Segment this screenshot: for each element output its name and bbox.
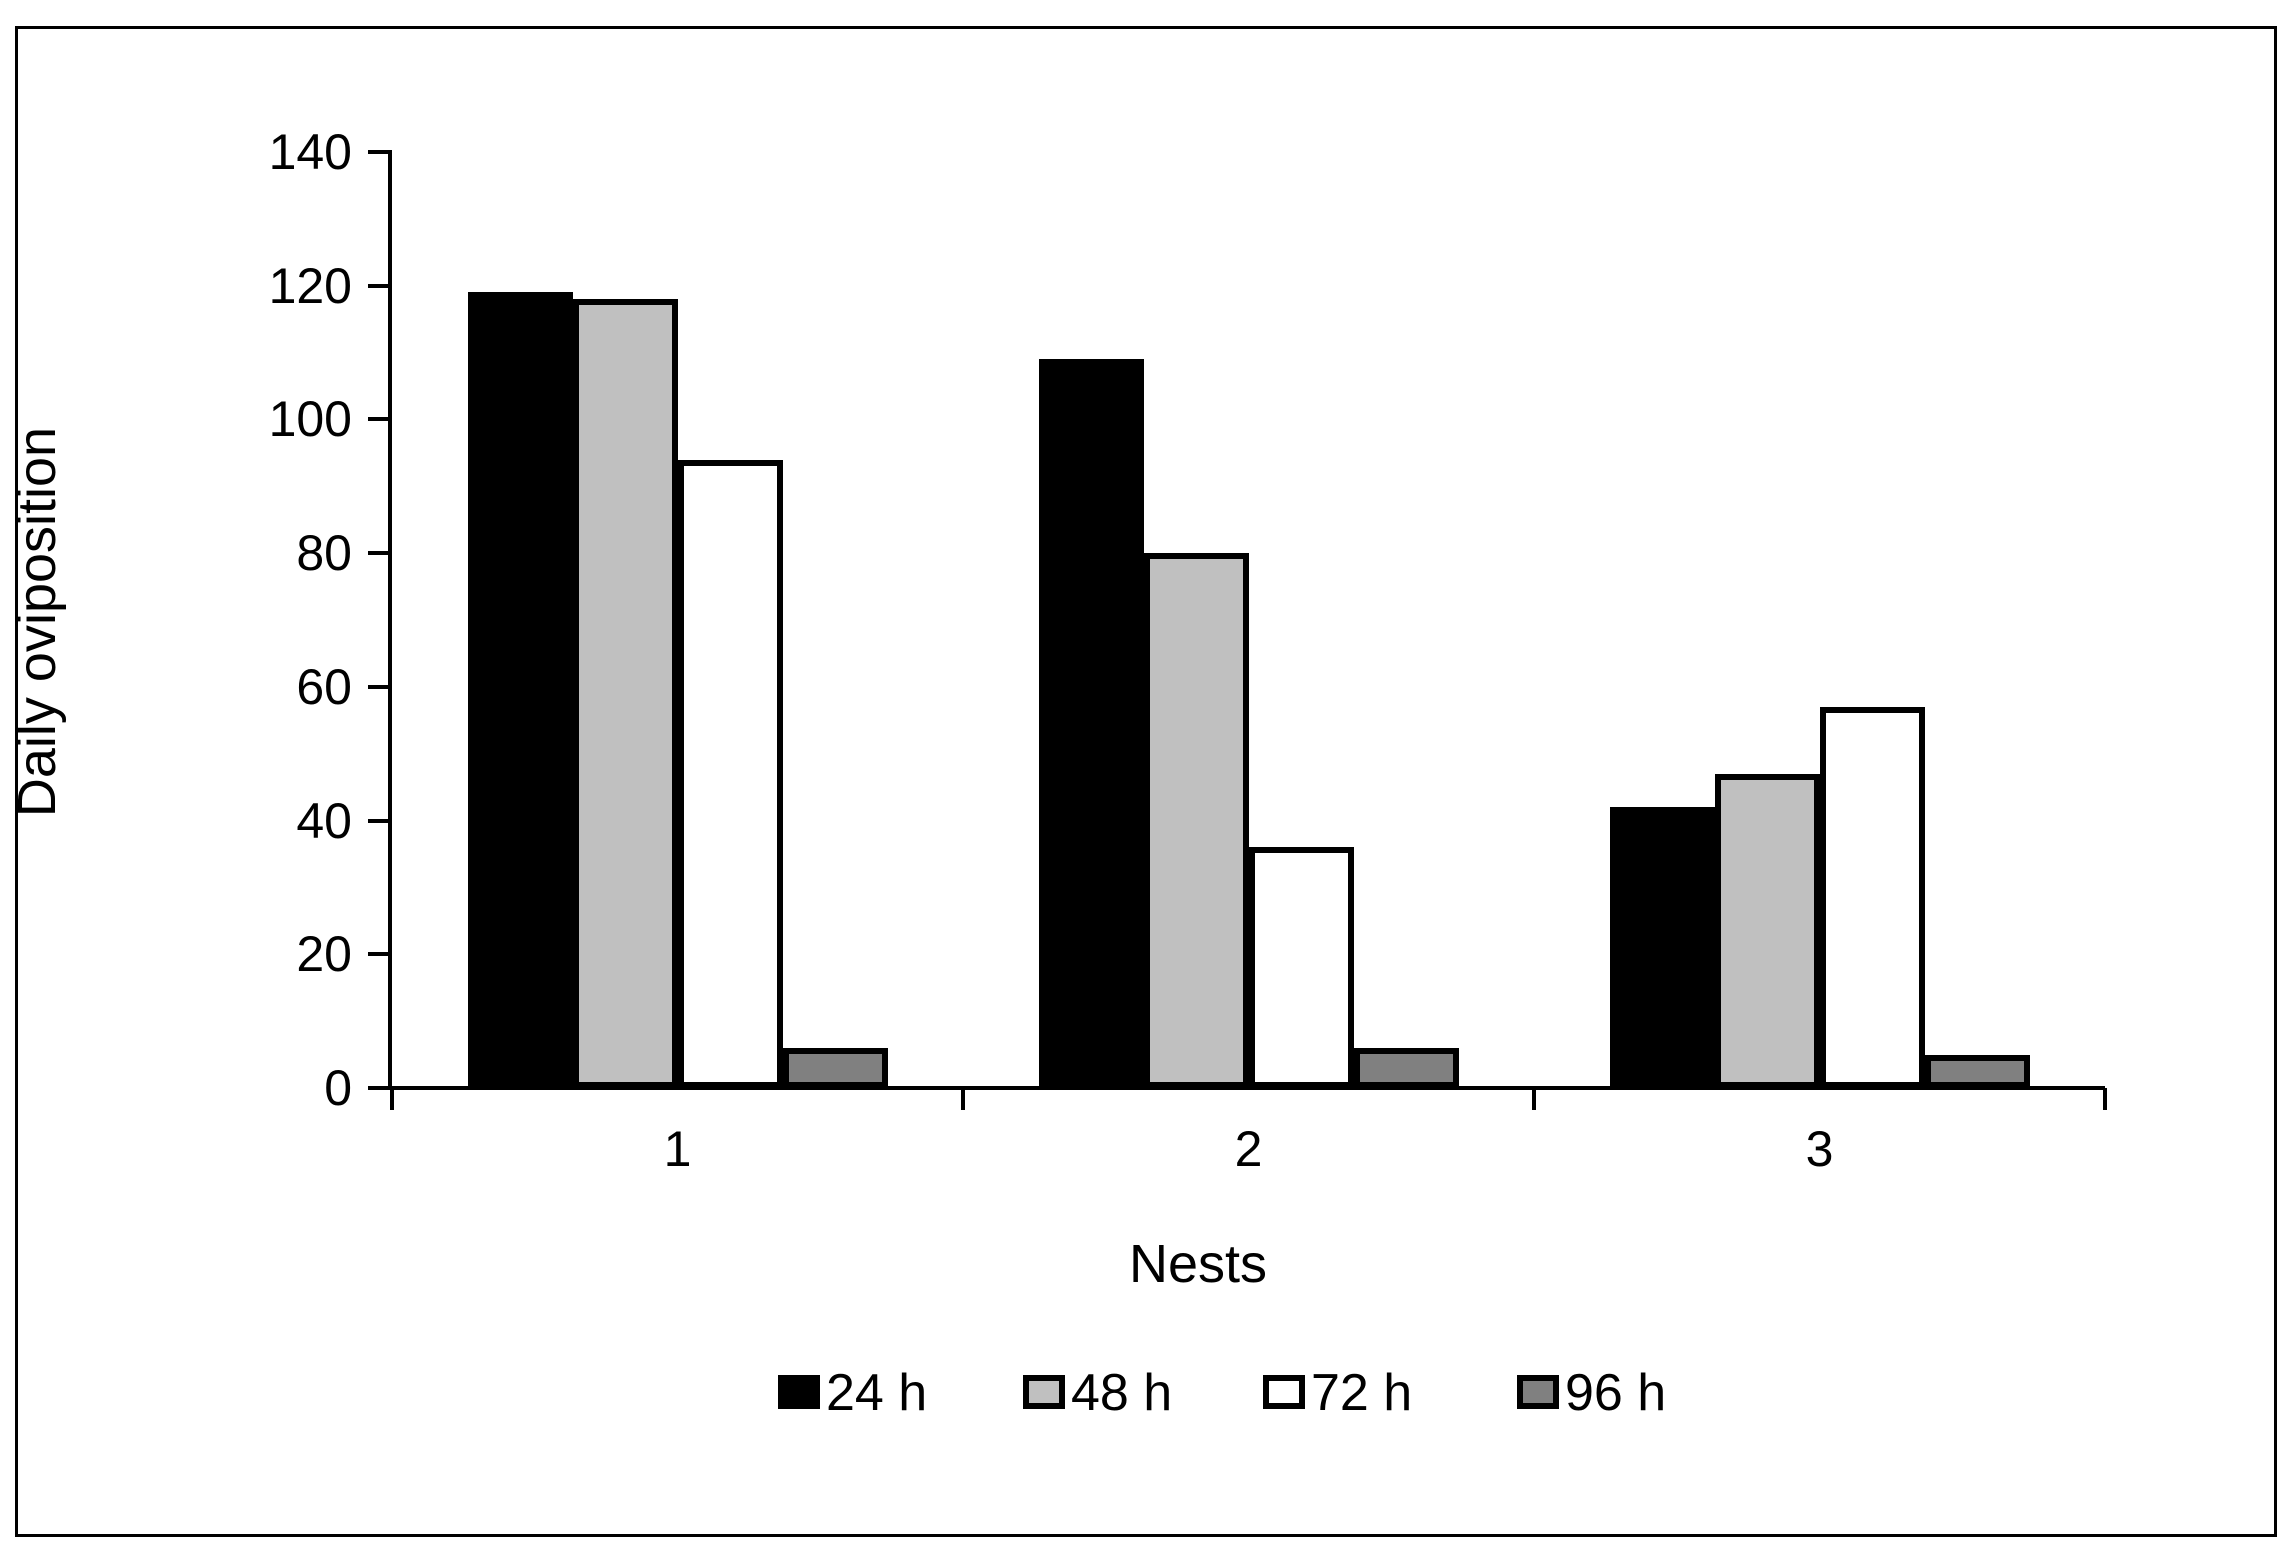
bar-24h-nest-1 xyxy=(467,292,573,1088)
bar-48h-nest-1 xyxy=(572,299,678,1088)
bar-24h-nest-2 xyxy=(1038,359,1144,1088)
y-tick xyxy=(368,283,388,288)
y-tick xyxy=(368,150,388,154)
x-axis-line xyxy=(388,1086,2105,1090)
legend-label: 72 h xyxy=(1311,1364,1413,1422)
y-tick-label: 80 xyxy=(296,525,352,582)
x-tick-label: 3 xyxy=(1805,1121,1834,1177)
x-tick xyxy=(390,1088,394,1110)
bar-48h-nest-3 xyxy=(1714,774,1820,1088)
legend-label: 24 h xyxy=(826,1364,928,1422)
y-tick-label: 100 xyxy=(268,391,352,448)
bar-48h-nest-2 xyxy=(1143,553,1249,1088)
x-tick xyxy=(2103,1088,2107,1110)
bar-72h-nest-2 xyxy=(1248,847,1354,1088)
bar-96h-nest-1 xyxy=(782,1048,888,1088)
y-tick xyxy=(368,1086,388,1090)
y-tick-label: 120 xyxy=(268,257,352,314)
chart-frame xyxy=(15,26,2277,1537)
bar-24h-nest-3 xyxy=(1609,807,1715,1088)
legend-swatch-72h xyxy=(1263,1375,1305,1409)
y-tick-label: 20 xyxy=(296,926,352,983)
bar-72h-nest-3 xyxy=(1819,707,1925,1088)
y-tick xyxy=(368,952,388,957)
legend-swatch-48h xyxy=(1023,1375,1065,1409)
y-tick xyxy=(368,684,388,689)
legend-label: 48 h xyxy=(1071,1364,1173,1422)
x-tick-label: 1 xyxy=(663,1121,692,1177)
x-tick-label: 2 xyxy=(1234,1121,1263,1177)
x-tick xyxy=(961,1088,965,1110)
legend-swatch-96h xyxy=(1517,1375,1559,1409)
x-tick xyxy=(1532,1088,1536,1110)
y-axis-line xyxy=(388,150,392,1090)
bar-72h-nest-1 xyxy=(677,460,783,1088)
legend-swatch-24h xyxy=(778,1375,820,1409)
y-tick xyxy=(368,417,388,422)
y-tick-label: 140 xyxy=(268,124,352,180)
y-tick xyxy=(368,818,388,823)
y-tick-label: 0 xyxy=(324,1060,352,1116)
x-axis-title: Nests xyxy=(1128,1234,1268,1294)
legend-label: 96 h xyxy=(1565,1364,1667,1422)
y-tick-label: 60 xyxy=(296,658,352,715)
y-tick-label: 40 xyxy=(296,792,352,849)
bar-96h-nest-3 xyxy=(1924,1055,2030,1088)
bar-96h-nest-2 xyxy=(1353,1048,1459,1088)
y-axis-title: Daily oviposition xyxy=(7,426,67,818)
y-tick xyxy=(368,551,388,556)
